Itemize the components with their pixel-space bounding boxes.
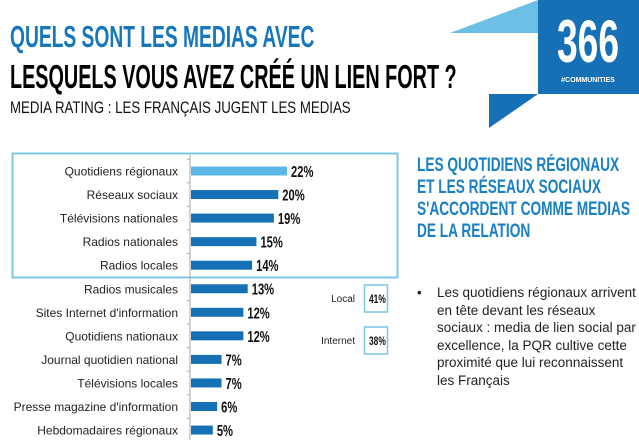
- right-panel-heading: LES QUOTIDIENS RÉGIONAUX ET LES RÉSEAUX …: [417, 155, 631, 242]
- category-label: Radios locales: [100, 259, 178, 273]
- bar: [191, 331, 244, 341]
- bar: [191, 284, 248, 294]
- title-line-1: QUELS SONT LES MEDIAS AVEC: [10, 19, 315, 54]
- logo-square: [538, 0, 639, 94]
- subtitle: MEDIA RATING : LES FRANÇAIS JUGENT LES M…: [10, 98, 351, 117]
- category-label: Radios musicales: [84, 282, 178, 296]
- value-label: 13%: [252, 280, 274, 299]
- logo-number: 366: [557, 8, 619, 75]
- bullet-icon: •: [417, 285, 422, 300]
- bar: [191, 354, 222, 364]
- bar: [191, 402, 218, 411]
- value-label: 7%: [226, 350, 242, 369]
- category-label: Réseaux sociaux: [87, 188, 178, 202]
- category-label: Radios nationales: [83, 235, 178, 249]
- value-label: 12%: [247, 327, 269, 346]
- bar: [191, 260, 253, 270]
- category-label: Quotidiens régionaux: [65, 165, 178, 179]
- value-label: 19%: [278, 209, 300, 228]
- side-total-label: Internet: [321, 336, 355, 347]
- side-total-value: 41%: [369, 294, 386, 307]
- bar: [191, 307, 244, 317]
- logo-tagline: #COMMUNITIES: [561, 77, 615, 84]
- bar: [191, 166, 287, 176]
- category-label: Hebdomadaires régionaux: [37, 424, 178, 438]
- value-label: 20%: [282, 185, 304, 204]
- value-label: 7%: [226, 374, 242, 393]
- value-label: 22%: [291, 162, 313, 181]
- highlight-box: [11, 152, 399, 279]
- 366-communities-logo: 366 #COMMUNITIES: [450, 0, 639, 128]
- side-total-box: [363, 284, 389, 313]
- bar: [191, 190, 279, 200]
- category-label: Journal quotidien national: [41, 353, 178, 367]
- side-total-box: [363, 326, 389, 355]
- bar: [191, 213, 274, 223]
- category-label: Quotidiens nationaux: [65, 329, 178, 343]
- value-label: 14%: [256, 256, 278, 275]
- category-label: Télévisions locales: [77, 376, 178, 390]
- bar: [191, 378, 222, 388]
- value-label: 5%: [217, 421, 233, 440]
- side-total-label: Local: [331, 294, 355, 305]
- logo-light-triangle: [450, 0, 538, 33]
- category-label: Télévisions nationales: [60, 212, 178, 226]
- value-label: 12%: [247, 303, 269, 322]
- value-label: 6%: [221, 397, 237, 416]
- bullet-text: Les quotidiens régionaux arrivent en têt…: [437, 285, 636, 388]
- side-total-value: 38%: [369, 336, 386, 349]
- logo-dark-triangle: [489, 94, 538, 128]
- bar: [191, 425, 213, 435]
- bar: [191, 237, 257, 247]
- category-label: Presse magazine d'information: [14, 400, 178, 414]
- title-line-2: LESQUELS VOUS AVEZ CRÉÉ UN LIEN FORT ?: [10, 58, 457, 95]
- value-label: 15%: [260, 233, 282, 252]
- category-label: Sites Internet d'information: [36, 306, 178, 320]
